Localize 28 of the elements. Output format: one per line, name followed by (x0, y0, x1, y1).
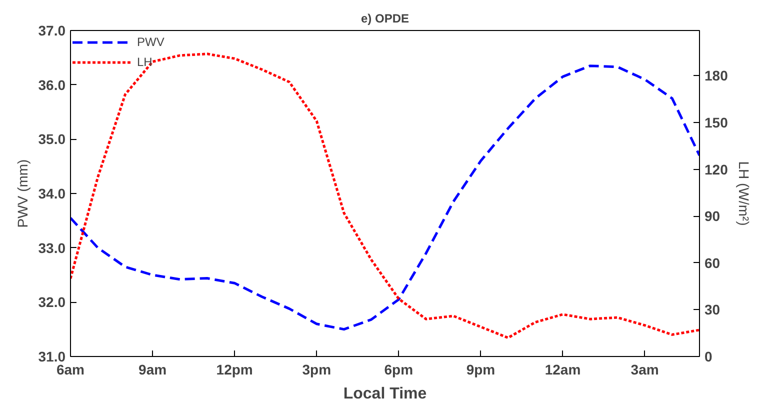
y-tick-label: 36.0 (38, 76, 66, 93)
y2-tick-label: 30 (704, 302, 720, 318)
y-tick-label: 32.0 (38, 294, 66, 310)
y2-tick-label: 180 (704, 68, 728, 84)
legend-label: PWV (137, 35, 164, 49)
y2-tick-label: 0 (704, 348, 712, 364)
x-tick-label: 12pm (216, 362, 253, 378)
y-axis-title: PWV (mm) (14, 159, 30, 228)
x-tick-label: 3pm (302, 362, 332, 378)
y2-tick-label: 150 (704, 114, 728, 131)
y2-tick-label: 90 (704, 208, 720, 224)
y-tick-label: 37.0 (38, 22, 66, 38)
y-tick-label: 33.0 (38, 240, 66, 256)
y-tick-label: 35.0 (38, 131, 66, 148)
x-tick-label: 3am (630, 362, 659, 378)
x-tick-label: 6am (56, 362, 85, 378)
chart-title: e) OPDE (360, 12, 410, 26)
x-axis-title: Local Time (343, 386, 427, 402)
y-tick-label: 31.0 (38, 348, 66, 364)
y2-tick-label: 60 (704, 254, 720, 271)
y-tick-label: 34.0 (38, 186, 66, 202)
legend-label: LH (137, 55, 154, 69)
y2-axis-title: LH (W/m²) (736, 161, 752, 226)
x-tick-label: 9am (138, 362, 167, 378)
x-tick-label: 9pm (466, 362, 496, 378)
x-tick-label: 6pm (384, 362, 414, 378)
x-tick-label: 12am (544, 362, 581, 378)
y2-tick-label: 120 (704, 161, 728, 178)
